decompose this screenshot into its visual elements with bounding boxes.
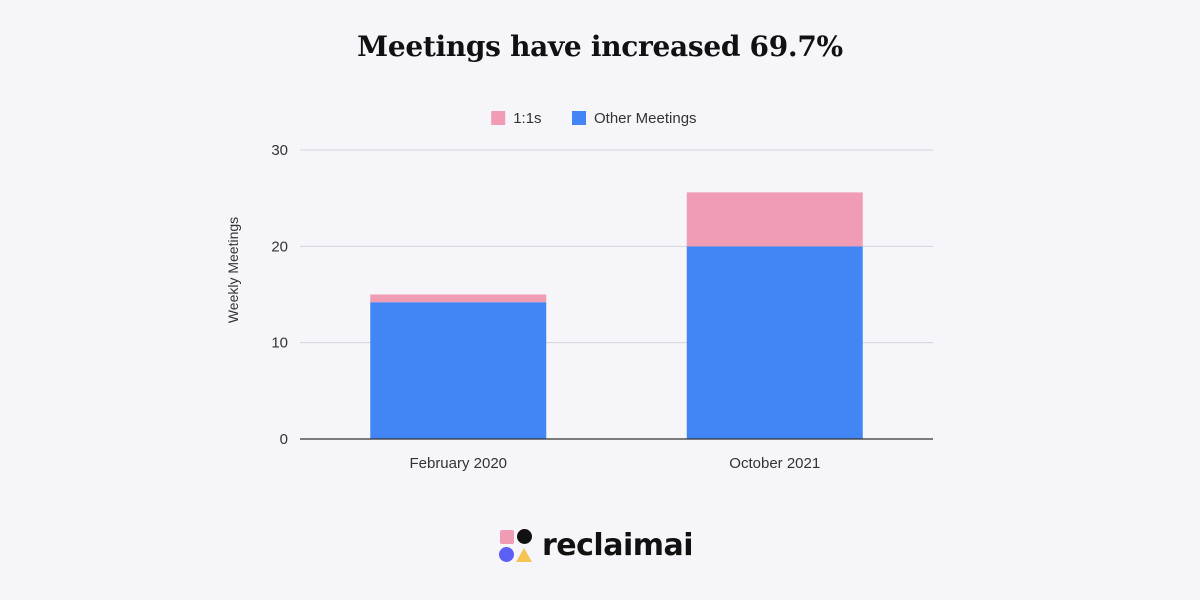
x-tick-label: October 2021 (729, 455, 820, 472)
y-axis-title: Weekly Meetings (225, 217, 241, 323)
logo-square-shape (500, 530, 514, 544)
brand-name: reclaimai (542, 528, 694, 563)
bar-segment-other-meetings (370, 302, 547, 439)
brand-logo: reclaimai (498, 526, 694, 566)
logo-dot-shape (517, 529, 532, 544)
legend-swatch (491, 111, 506, 125)
reclaim-logo-icon (498, 528, 534, 564)
logo-triangle-shape (516, 548, 532, 562)
bars (370, 192, 863, 439)
legend-swatch (572, 111, 586, 125)
bar-segment-1-1s (686, 192, 863, 247)
legend-label: Other Meetings (594, 110, 697, 127)
legend: 1:1s Other Meetings (491, 110, 697, 127)
x-tick-label: February 2020 (409, 455, 507, 472)
chart-title: Meetings have increased 69.7% (357, 30, 843, 63)
bar-segment-1-1s (370, 294, 547, 303)
y-tick-label: 0 (280, 431, 288, 448)
y-tick-label: 30 (271, 142, 288, 159)
logo-circle-shape (499, 547, 514, 562)
legend-label: 1:1s (513, 110, 541, 127)
axes: 0 10 20 30 February 2020 October 2021 (271, 142, 933, 472)
y-tick-label: 10 (271, 335, 288, 352)
bar-segment-other-meetings (686, 246, 863, 439)
y-tick-label: 20 (271, 238, 288, 255)
